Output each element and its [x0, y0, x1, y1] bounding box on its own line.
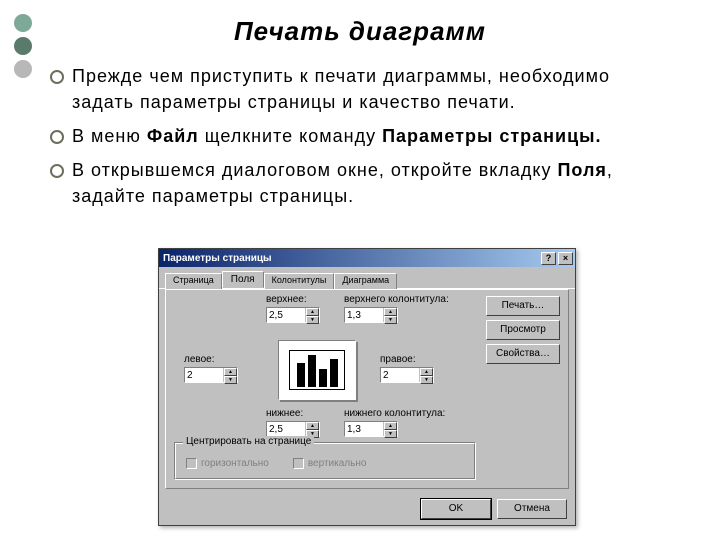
spin-down-icon[interactable]: ▼: [306, 316, 319, 324]
dialog-title: Параметры страницы: [163, 253, 272, 264]
bullet-item: В меню Файл щелкните команду Параметры с…: [72, 123, 670, 149]
header-margin-spinner[interactable]: ▲▼: [344, 307, 398, 323]
margins-panel: верхнее: ▲▼ верхнего колонтитула: ▲▼ лев…: [165, 289, 569, 489]
cancel-button[interactable]: Отмена: [497, 499, 567, 519]
center-vertical-checkbox[interactable]: вертикально: [293, 458, 367, 469]
header-margin-field: верхнего колонтитула: ▲▼: [344, 294, 449, 323]
tab-margins[interactable]: Поля: [222, 271, 264, 288]
bullet-item: В открывшемся диалоговом окне, откройте …: [72, 157, 670, 209]
close-button[interactable]: ×: [558, 252, 573, 265]
bullet-list: Прежде чем приступить к печати диаграммы…: [72, 63, 670, 209]
margin-preview: [278, 340, 356, 400]
spin-up-icon[interactable]: ▲: [306, 422, 319, 430]
print-button[interactable]: Печать…: [486, 296, 560, 316]
bottom-margin-spinner[interactable]: ▲▼: [266, 421, 320, 437]
tab-headers[interactable]: Колонтитулы: [264, 273, 335, 290]
bullet-item: Прежде чем приступить к печати диаграммы…: [72, 63, 670, 115]
bottom-margin-input[interactable]: [267, 422, 305, 436]
preview-button[interactable]: Просмотр: [486, 320, 560, 340]
left-margin-spinner[interactable]: ▲▼: [184, 367, 238, 383]
spin-up-icon[interactable]: ▲: [384, 308, 397, 316]
spin-up-icon[interactable]: ▲: [420, 368, 433, 376]
tab-chart[interactable]: Диаграмма: [334, 273, 397, 290]
help-button[interactable]: ?: [541, 252, 556, 265]
bottom-margin-field: нижнее: ▲▼: [266, 408, 320, 437]
top-margin-input[interactable]: [267, 308, 305, 322]
page-setup-dialog: Параметры страницы ? × Страница Поля Кол…: [158, 248, 576, 526]
tab-strip: Страница Поля Колонтитулы Диаграмма: [159, 267, 575, 289]
properties-button[interactable]: Свойства…: [486, 344, 560, 364]
ok-button[interactable]: OK: [421, 499, 491, 519]
dialog-titlebar[interactable]: Параметры страницы ? ×: [159, 249, 575, 267]
spin-down-icon[interactable]: ▼: [420, 376, 433, 384]
spin-down-icon[interactable]: ▼: [384, 430, 397, 438]
spin-down-icon[interactable]: ▼: [224, 376, 237, 384]
footer-margin-field: нижнего колонтитула: ▲▼: [344, 408, 445, 437]
right-margin-input[interactable]: [381, 368, 419, 382]
top-margin-field: верхнее: ▲▼: [266, 294, 320, 323]
footer-margin-spinner[interactable]: ▲▼: [344, 421, 398, 437]
spin-up-icon[interactable]: ▲: [224, 368, 237, 376]
spin-up-icon[interactable]: ▲: [306, 308, 319, 316]
tab-page[interactable]: Страница: [165, 273, 222, 290]
left-margin-input[interactable]: [185, 368, 223, 382]
center-group: Центрировать на странице горизонтально в…: [174, 442, 476, 480]
center-horizontal-checkbox[interactable]: горизонтально: [186, 458, 269, 469]
header-margin-input[interactable]: [345, 308, 383, 322]
top-margin-spinner[interactable]: ▲▼: [266, 307, 320, 323]
checkbox-icon: [186, 458, 197, 469]
footer-margin-input[interactable]: [345, 422, 383, 436]
checkbox-icon: [293, 458, 304, 469]
chart-preview-icon: [289, 350, 345, 390]
decor-dots: [14, 14, 32, 83]
left-margin-field: левое: ▲▼: [184, 354, 238, 383]
right-margin-field: правое: ▲▼: [380, 354, 434, 383]
right-margin-spinner[interactable]: ▲▼: [380, 367, 434, 383]
spin-up-icon[interactable]: ▲: [384, 422, 397, 430]
dialog-footer: OK Отмена: [159, 495, 575, 525]
spin-down-icon[interactable]: ▼: [384, 316, 397, 324]
page-title: Печать диаграмм: [0, 0, 720, 47]
